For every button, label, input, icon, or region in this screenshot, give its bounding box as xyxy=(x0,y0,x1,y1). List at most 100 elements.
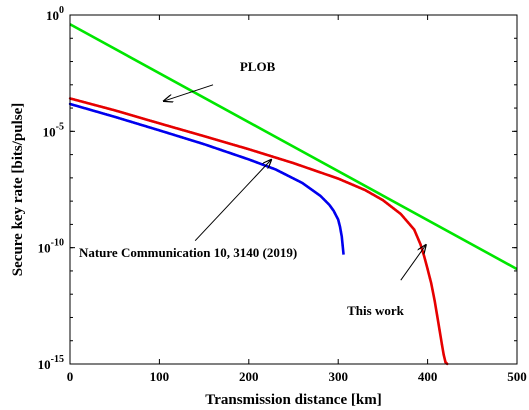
series-point xyxy=(309,167,312,171)
series-point xyxy=(319,171,323,174)
series-point xyxy=(329,205,332,208)
series-point xyxy=(412,228,416,231)
series-point xyxy=(109,114,112,117)
series-point xyxy=(358,186,361,189)
series-point xyxy=(326,202,330,205)
series-point xyxy=(94,104,97,107)
series-point xyxy=(268,154,272,158)
series-point xyxy=(70,103,74,106)
annotation-arrow-0 xyxy=(164,84,214,101)
series-point xyxy=(283,159,287,162)
series-point xyxy=(175,127,178,130)
series-point xyxy=(202,134,206,138)
series-point xyxy=(158,122,161,125)
series-point xyxy=(196,133,199,136)
series-point xyxy=(107,113,110,117)
series-point xyxy=(296,179,300,183)
series-point xyxy=(119,110,123,114)
series-point xyxy=(415,233,418,236)
series-point xyxy=(139,123,142,126)
plot-frame xyxy=(69,14,518,365)
series-point xyxy=(130,114,133,117)
series-point xyxy=(333,211,337,215)
series-point xyxy=(202,143,206,146)
series-point xyxy=(75,104,78,108)
series-point xyxy=(424,258,427,262)
series-point xyxy=(428,277,432,280)
series-point xyxy=(173,126,176,129)
series-point xyxy=(136,115,140,119)
series-point xyxy=(400,213,404,217)
series-point xyxy=(243,156,246,160)
series-point xyxy=(192,131,195,135)
series-point xyxy=(256,150,259,154)
series-point xyxy=(143,117,146,121)
series-point xyxy=(77,105,80,108)
series-point xyxy=(228,151,231,155)
series-point xyxy=(273,167,276,171)
series-point xyxy=(288,160,291,164)
series-point xyxy=(243,146,246,150)
series-point xyxy=(273,155,276,159)
series-point xyxy=(224,150,227,153)
series-point xyxy=(126,112,129,116)
series-point xyxy=(188,130,191,134)
series-point xyxy=(198,141,202,145)
series-point xyxy=(258,162,261,165)
series-point xyxy=(188,138,191,141)
series-point xyxy=(326,173,329,177)
y-tick-label: 10-10 xyxy=(38,238,64,256)
series-point xyxy=(419,243,422,246)
series-point xyxy=(332,175,336,179)
series-line-0 xyxy=(69,23,518,271)
series-point xyxy=(396,210,399,213)
series-point xyxy=(139,116,142,119)
series-point xyxy=(440,343,444,346)
series-point xyxy=(87,108,91,111)
series-point xyxy=(134,122,138,125)
series-point xyxy=(181,136,185,139)
series-point xyxy=(285,159,289,163)
series-point xyxy=(385,202,389,205)
series-point xyxy=(406,221,410,224)
series-point xyxy=(234,153,238,157)
series-point xyxy=(185,137,189,141)
series-point xyxy=(177,127,180,131)
series-point xyxy=(369,191,372,195)
series-point xyxy=(245,157,248,160)
series-point xyxy=(408,223,412,226)
series-point xyxy=(251,159,255,163)
series-point xyxy=(190,139,193,142)
series-point xyxy=(315,170,319,173)
series-point xyxy=(288,175,291,178)
series-point xyxy=(185,130,189,133)
series-point xyxy=(87,102,91,105)
series-point xyxy=(337,221,341,225)
annotation-label-0: PLOB xyxy=(240,59,276,74)
series-point xyxy=(122,111,125,115)
series-point xyxy=(183,137,187,140)
series-line-1 xyxy=(69,102,345,255)
series-point xyxy=(70,97,74,101)
series-point xyxy=(215,138,219,142)
series-point xyxy=(90,108,93,112)
series-point xyxy=(111,115,114,118)
series-point xyxy=(262,152,265,156)
series-point xyxy=(320,195,323,199)
series-point xyxy=(128,113,131,116)
series-point xyxy=(175,134,178,137)
series-point xyxy=(431,287,434,291)
annotation-arrow-2 xyxy=(400,245,426,281)
series-point xyxy=(124,112,127,115)
y-tick-label: 10-15 xyxy=(38,354,64,372)
series-point xyxy=(81,106,84,109)
series-point xyxy=(164,131,167,134)
series-point xyxy=(381,198,385,202)
series-point xyxy=(313,169,316,172)
series-point xyxy=(228,142,231,145)
series-point xyxy=(136,122,140,126)
series-point xyxy=(166,131,170,135)
series-point xyxy=(317,170,321,174)
series-point xyxy=(296,163,299,166)
